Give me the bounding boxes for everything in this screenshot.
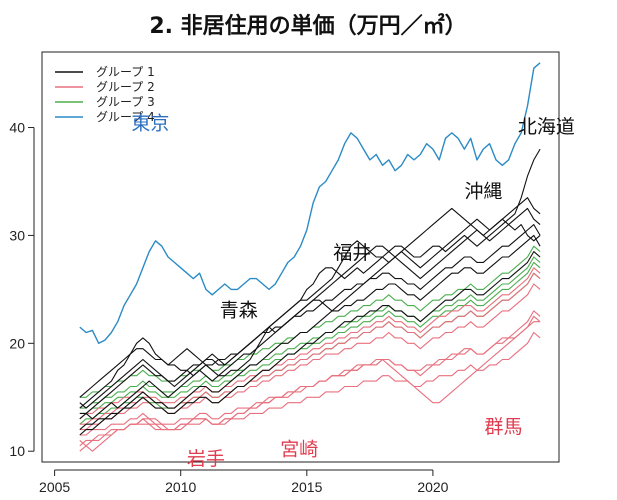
legend-label-3: グループ 3 bbox=[96, 95, 155, 109]
legend-label-4: グループ 4 bbox=[96, 110, 155, 124]
y-tick-label: 10 bbox=[9, 443, 25, 459]
series-line-2-group-1 bbox=[79, 148, 541, 409]
y-tick-label: 20 bbox=[9, 335, 25, 351]
series-line-7-group-1 bbox=[79, 224, 541, 414]
series-line-14-group-2 bbox=[79, 267, 541, 420]
series-line-8-group-1 bbox=[79, 251, 541, 436]
annotation-label-5: 青森 bbox=[220, 299, 258, 321]
series-line-1-group-4 bbox=[79, 62, 541, 344]
legend-label-1: グループ 1 bbox=[96, 65, 155, 79]
annotation-label-8: 岩手 bbox=[187, 448, 225, 470]
series-line-16-group-3 bbox=[79, 256, 541, 409]
series-line-6-group-1 bbox=[79, 234, 541, 431]
series-line-19-group-3 bbox=[79, 261, 541, 414]
x-tick-label: 2020 bbox=[417, 479, 448, 495]
annotation-label-3: 沖縄 bbox=[464, 181, 502, 203]
legend-label-2: グループ 2 bbox=[96, 80, 155, 94]
annotation-label-7: 宮崎 bbox=[280, 439, 318, 461]
chart-title: 2. 非居住用の単価（万円／㎡） bbox=[149, 13, 466, 39]
annotation-label-4: 福井 bbox=[333, 242, 371, 264]
annotation-label-6: 群馬 bbox=[485, 416, 523, 438]
annotation-label-2: 北海道 bbox=[518, 116, 575, 138]
x-tick-label: 2005 bbox=[39, 479, 70, 495]
series-line-5-group-1 bbox=[79, 197, 541, 409]
y-tick-label: 30 bbox=[9, 227, 25, 243]
axes-layer: 2005 2010 2015 2020 10 20 30 40 bbox=[9, 120, 448, 495]
y-tick-label: 40 bbox=[9, 120, 25, 136]
series-line-3-group-1 bbox=[79, 207, 541, 398]
series-layer bbox=[79, 62, 541, 452]
plot-frame bbox=[41, 51, 560, 463]
series-line-15-group-2 bbox=[79, 331, 541, 447]
series-line-4-group-1 bbox=[79, 207, 541, 420]
series-line-13-group-2 bbox=[79, 315, 541, 436]
x-tick-label: 2015 bbox=[291, 479, 322, 495]
x-tick-label: 2010 bbox=[165, 479, 196, 495]
annotation-label-1: 東京 bbox=[131, 113, 169, 135]
